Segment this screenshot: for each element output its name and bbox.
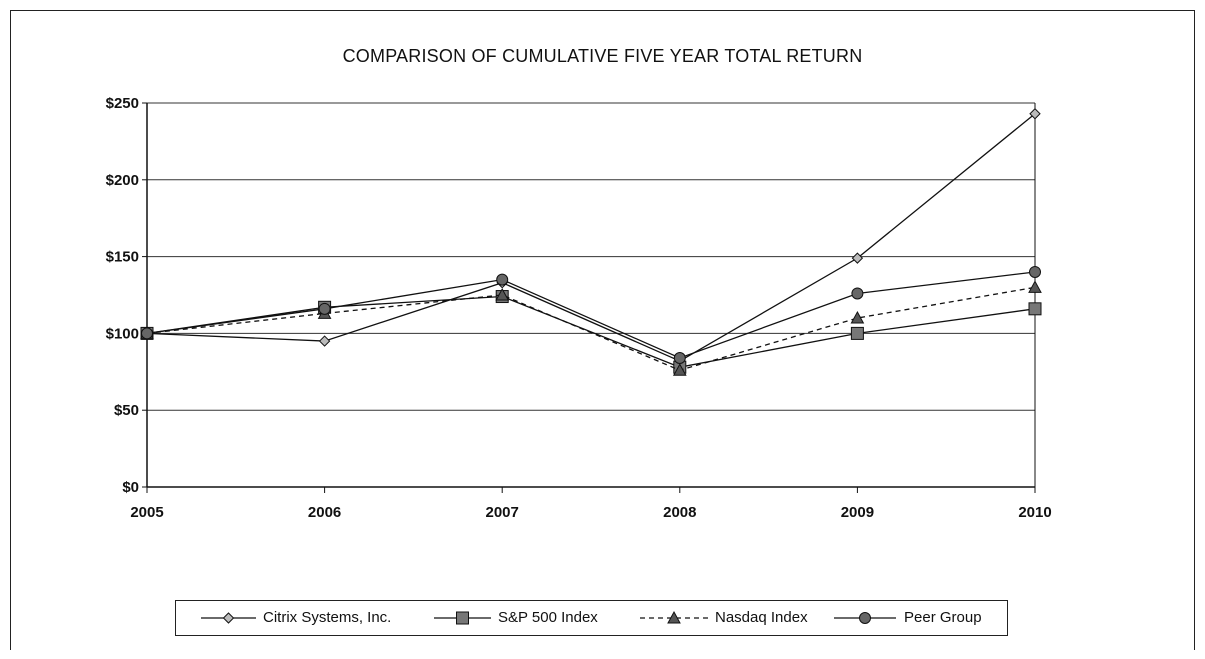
data-point-citrix [318, 335, 331, 347]
data-point-nasdaq [1028, 280, 1042, 293]
data-point-peer [141, 327, 153, 340]
series-group [140, 108, 1042, 376]
legend-label-peer: Peer Group [904, 609, 982, 626]
legend-markers [201, 610, 896, 625]
data-point-nasdaq [850, 310, 865, 324]
series-line-nasdaq [146, 286, 1036, 371]
x-tick-labels: 2005 2006 2007 2008 2009 2010 [130, 504, 1051, 521]
gridlines [147, 102, 1035, 411]
legend: Citrix Systems, Inc. S&P 500 Index Nasda… [175, 600, 1008, 636]
data-point-peer [496, 273, 509, 286]
legend-label-sp500: S&P 500 Index [498, 609, 598, 626]
x-tick-label: 2009 [841, 504, 874, 521]
y-tick-label: $100 [106, 325, 139, 342]
y-tick-label: $50 [114, 402, 139, 419]
y-tick-label: $250 [106, 95, 139, 112]
series-nasdaq [140, 280, 1042, 376]
data-point-nasdaq [495, 287, 510, 301]
series-line-sp500 [146, 295, 1036, 368]
series-sp500 [140, 290, 1042, 374]
y-tick-labels: $0 $50 $100 $150 $200 $250 [106, 95, 139, 496]
legend-label-citrix: Citrix Systems, Inc. [263, 609, 392, 626]
data-point-peer [673, 351, 686, 364]
x-tick-label: 2010 [1018, 504, 1051, 521]
series-citrix [141, 108, 1041, 367]
x-tick-label: 2008 [663, 504, 696, 521]
chart-frame [10, 10, 1195, 650]
data-point-sp500 [1028, 302, 1042, 316]
data-point-nasdaq [672, 363, 687, 376]
series-line-citrix [146, 113, 1036, 362]
legend-marker-peer [859, 612, 871, 624]
axes [142, 102, 1036, 493]
x-tick-label: 2006 [308, 504, 341, 521]
x-tick-label: 2005 [130, 504, 163, 521]
data-point-peer [318, 302, 331, 315]
data-point-peer [1029, 265, 1041, 278]
y-tick-label: $150 [106, 249, 139, 266]
data-point-sp500 [850, 326, 864, 340]
series-line-peer [146, 271, 1036, 359]
y-tick-label: $200 [106, 172, 139, 189]
data-point-citrix [1029, 108, 1041, 120]
chart-title: COMPARISON OF CUMULATIVE FIVE YEAR TOTAL… [342, 46, 863, 66]
legend-label-nasdaq: Nasdaq Index [715, 609, 808, 626]
x-tick-label: 2007 [486, 504, 519, 521]
legend-marker-sp500 [456, 611, 469, 625]
y-tick-label: $0 [122, 479, 139, 496]
series-peer [141, 265, 1041, 364]
legend-marker-citrix [222, 612, 235, 624]
data-point-peer [851, 287, 864, 300]
data-point-citrix [851, 252, 864, 264]
legend-marker-nasdaq [667, 610, 681, 624]
